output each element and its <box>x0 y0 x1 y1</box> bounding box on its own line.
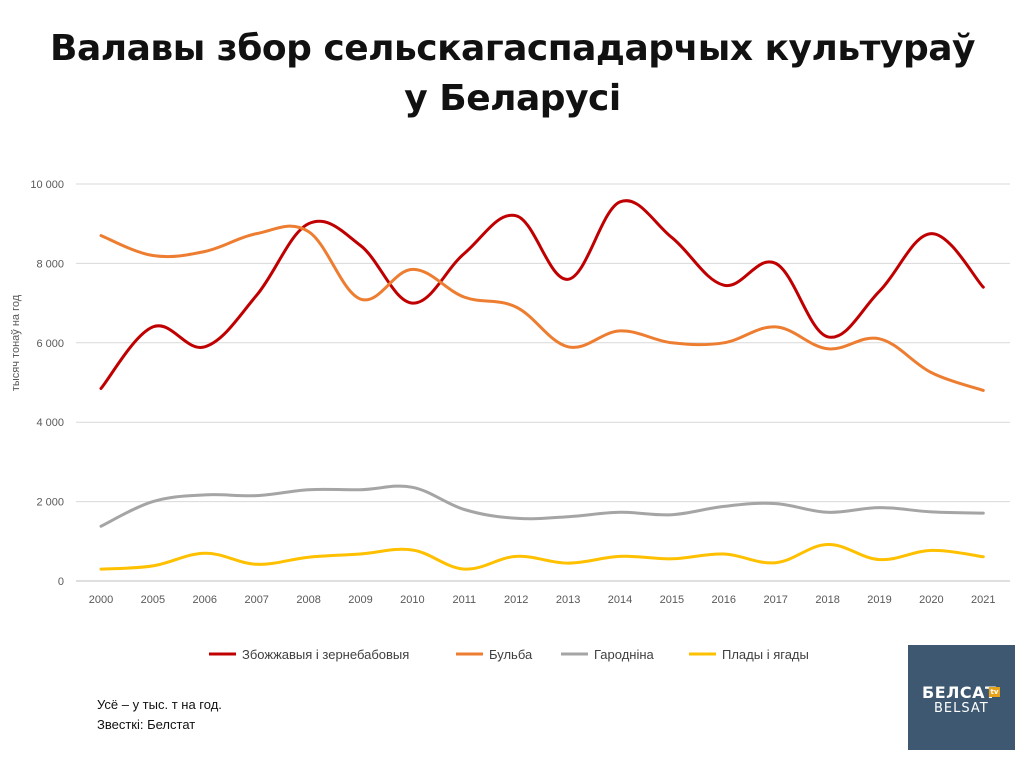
chart-series <box>99 199 985 571</box>
x-tick-label: 2010 <box>400 594 424 606</box>
x-tick-label: 2021 <box>971 594 995 606</box>
x-tick-label: 2006 <box>193 594 217 606</box>
series-line-0 <box>99 199 985 390</box>
source-note: Звесткі: Белстат <box>97 717 196 732</box>
chart-legend: Збожжавыя і зернебабовыя Бульба Гароднiна П… <box>209 647 809 662</box>
x-tick-label: 2018 <box>815 594 839 606</box>
y-tick-label: 10 000 <box>30 179 64 191</box>
legend-label: Бульба <box>489 647 533 662</box>
x-tick-label: 2011 <box>452 594 476 606</box>
series-line-1 <box>99 224 985 392</box>
chart-title-line-1: Валавы збор сельскагаспадарчых культураў <box>50 28 975 69</box>
x-tick-label: 2016 <box>712 594 736 606</box>
y-tick-label: 4 000 <box>36 417 64 429</box>
logo-tv-badge: tv <box>989 687 1000 697</box>
x-tick-label: 2015 <box>660 594 684 606</box>
legend-label: Збожжавыя і зернебабовыя <box>242 647 409 662</box>
y-tick-label: 2 000 <box>36 497 64 509</box>
legend-label: Плады і ягады <box>722 647 809 662</box>
series-line-2 <box>99 484 985 528</box>
unit-note: Усё – у тыс. т на год. <box>97 697 222 712</box>
y-axis-ticks: 0 2 000 4 000 6 000 8 000 10 000 <box>30 179 64 588</box>
y-tick-label: 0 <box>58 576 64 588</box>
legend-label: Гароднiна <box>594 647 655 662</box>
y-tick-label: 8 000 <box>36 258 64 270</box>
logo-text-cyrillic: БЕЛСАТ <box>922 683 997 702</box>
chart-grid <box>76 183 1010 582</box>
x-tick-label: 2012 <box>504 594 528 606</box>
x-tick-label: 2017 <box>763 594 787 606</box>
x-tick-label: 2005 <box>141 594 165 606</box>
x-tick-label: 2009 <box>348 594 372 606</box>
y-axis-label: тысяч тонаў на год <box>10 294 22 391</box>
belsat-logo: БЕЛСАТ tv BELSAT <box>908 645 1015 750</box>
x-tick-label: 2013 <box>556 594 580 606</box>
x-tick-label: 2000 <box>89 594 113 606</box>
x-axis-ticks: 2000 2005 2006 2007 2008 2009 2010 2011 2012 2013… <box>89 594 996 606</box>
x-tick-label: 2014 <box>608 594 632 606</box>
series-line-3 <box>99 542 985 571</box>
x-tick-label: 2019 <box>867 594 891 606</box>
x-tick-label: 2020 <box>919 594 943 606</box>
logo-text-latin: BELSAT <box>934 701 989 716</box>
y-tick-label: 6 000 <box>36 338 64 350</box>
chart-title-line-2: у Беларусі <box>404 78 621 119</box>
x-tick-label: 2008 <box>296 594 320 606</box>
x-tick-label: 2007 <box>244 594 268 606</box>
